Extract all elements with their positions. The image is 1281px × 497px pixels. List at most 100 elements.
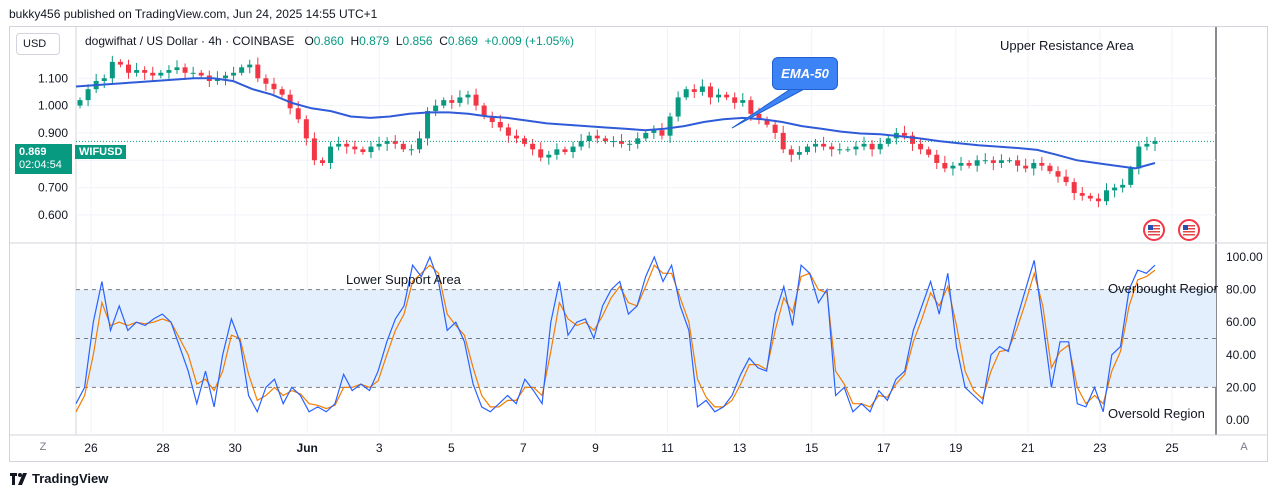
candle-body [570,146,576,153]
price-tick-label: 1.100 [38,71,68,85]
candle-body [958,162,964,166]
candle-body [263,78,269,84]
candle-body [1128,168,1134,185]
candle-body [125,64,131,73]
candle-body [239,67,245,73]
stoch-tick-label: 0.00 [1226,413,1250,427]
price-tick-label: 0.600 [38,208,68,222]
candle-body [732,97,738,103]
candle-body [602,138,608,142]
candle-body [675,97,681,117]
timezone-button[interactable]: Z [39,441,47,453]
candle-body [513,135,519,139]
candle-body [1047,165,1053,172]
candle-body [643,132,649,139]
candle-body [546,154,552,158]
candle-body [158,72,164,76]
time-tick-label: 26 [84,441,98,455]
candle-body [724,94,730,98]
candle-body [182,67,188,73]
candle-body [77,100,83,106]
last-price-tag: 0.869 02:04:54 WIFUSD [15,144,127,174]
candle-body [457,97,463,103]
publisher-header: bukky456 published on TradingView.com, J… [9,7,378,21]
time-tick-label: 19 [949,441,963,455]
candle-body [829,146,835,150]
auto-scale-button[interactable]: A [1240,441,1248,453]
stoch-tick-label: 20.00 [1226,380,1256,394]
candle-body [142,70,148,73]
candle-body [174,67,180,71]
flag-stripe [1183,225,1195,227]
candle-body [1039,162,1045,166]
candle-body [449,100,455,103]
stoch-tick-label: 40.00 [1226,348,1256,362]
price-tag-symbol: WIFUSD [75,145,127,159]
time-tick-label: 15 [805,441,819,455]
currency-selector[interactable]: USD [16,33,60,55]
candle-body [1104,190,1110,202]
flag-stripe [1183,234,1195,236]
candle-body [1031,162,1037,169]
candle-body [716,94,722,98]
candle-body [1079,193,1085,196]
footer-brand: TradingView [32,471,109,486]
candle-body [821,143,827,147]
candle-body [877,143,883,150]
flag-canton [1148,225,1153,230]
legend-open: 0.860 [313,34,344,48]
candle-body [707,86,713,98]
candle-body [352,146,358,150]
candle-body [974,160,980,166]
candle-body [942,162,948,169]
candle-body [497,121,503,128]
candle-body [966,162,972,166]
candle-body [667,116,673,136]
candle-body [319,160,325,163]
price-tick-label: 0.900 [38,126,68,140]
candle-body [619,141,625,144]
us-flag-icon [1178,219,1200,241]
candle-body [408,149,414,151]
time-tick-label: 11 [661,441,674,455]
candle-body [998,160,1004,163]
time-tick-label: 30 [228,441,242,455]
candle-body [441,100,447,106]
candle-body [594,135,600,139]
time-tick-label: 3 [376,441,383,455]
candles-layer [76,55,1216,208]
candle-body [683,89,689,98]
legend-low: 0.856 [402,34,433,48]
candle-body [311,138,317,161]
candle-body [303,119,309,139]
candle-body [384,141,390,144]
candle-body [255,64,261,79]
candle-body [796,152,802,155]
candle-body [901,132,907,136]
candle-body [416,138,422,150]
candle-body [1095,198,1101,202]
price-tick-label: 1.000 [38,99,68,113]
stoch-d-line [75,264,1156,413]
legend-o-label: O [304,34,314,48]
candle-body [473,94,479,106]
candle-body [804,146,810,153]
ema-layer [75,77,1156,170]
legend-change: +0.009 (+1.05%) [484,34,575,48]
candle-body [869,143,875,150]
candle-body [756,113,762,120]
candle-body [271,83,277,90]
candle-body [788,149,794,155]
candle-body [813,143,819,147]
candle-body [578,141,584,147]
candle-body [465,94,471,98]
candle-body [764,119,770,125]
candle-body [926,149,932,155]
tradingview-footer[interactable]: TradingView [10,471,108,486]
symbol-legend: dogwifhat / US Dollar · 4h · COINBASE O0… [85,34,574,48]
stoch-k-line [75,255,1156,414]
time-tick-label: Jun [297,441,318,455]
candle-body [481,105,487,117]
candle-body [659,130,665,136]
